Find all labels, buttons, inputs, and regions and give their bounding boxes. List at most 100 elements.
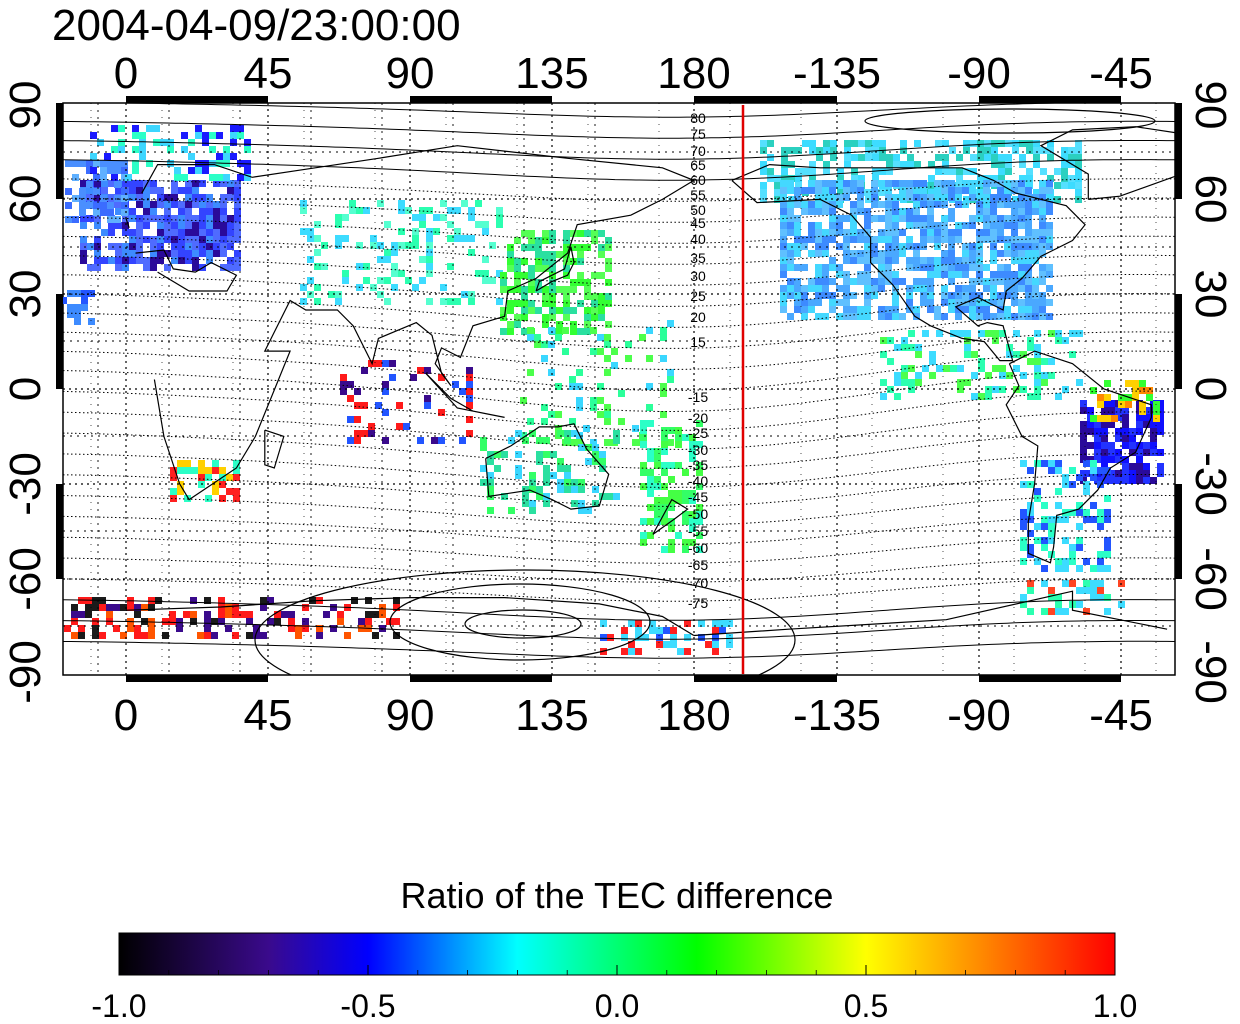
tec-ratio-cell [584,293,591,300]
tec-ratio-cell [209,146,216,153]
tec-ratio-cell [1094,456,1101,463]
tec-ratio-cell [611,362,618,369]
tec-ratio-cell [604,334,611,341]
tec-ratio-cell [363,277,370,284]
tec-ratio-cell [864,271,871,278]
tec-ratio-cell [340,374,347,381]
tec-ratio-cell [535,251,542,258]
tec-ratio-cell [1025,215,1032,222]
tec-ratio-cell [815,292,822,299]
tec-ratio-cell [1083,509,1090,516]
tec-ratio-cell [129,236,136,243]
y-tick-label: 30 [1186,270,1235,319]
tec-ratio-cell [990,222,997,229]
tec-ratio-cell [125,174,132,181]
tec-ratio-cell [1032,208,1039,215]
tec-ratio-cell [225,625,232,632]
tec-ratio-cell [942,154,949,161]
tec-ratio-cell [850,278,857,285]
tec-ratio-cell [1054,196,1061,203]
tec-ratio-cell [598,272,605,279]
tec-ratio-cell [192,222,199,229]
tec-ratio-cell [794,194,801,201]
tec-ratio-cell [143,264,150,271]
tec-ratio-cell [1041,523,1048,530]
tec-ratio-cell [1157,463,1164,470]
tec-ratio-cell [219,495,226,502]
tec-ratio-cell [1018,299,1025,306]
tec-ratio-cell [148,597,155,604]
tec-ratio-cell [528,307,535,314]
tec-ratio-cell [569,376,576,383]
tec-ratio-cell [850,292,857,299]
tec-ratio-cell [984,140,991,147]
tec-ratio-cell [1048,530,1055,537]
tec-ratio-cell [185,250,192,257]
tec-ratio-cell [150,264,157,271]
tec-ratio-cell [535,307,542,314]
tec-ratio-cell [1061,154,1068,161]
tec-ratio-cell [822,208,829,215]
tec-ratio-cell [872,140,879,147]
tec-ratio-cell [584,230,591,237]
tec-ratio-cell [157,229,164,236]
tec-ratio-cell [121,167,128,174]
tec-ratio-cell [899,187,906,194]
tec-ratio-cell [976,271,983,278]
tec-ratio-cell [1062,565,1069,572]
tec-ratio-cell [468,214,475,221]
coastline [425,372,505,418]
tec-ratio-cell [969,306,976,313]
tec-ratio-cell [997,194,1004,201]
tec-ratio-cell [1083,580,1090,587]
tec-ratio-cell [682,469,689,476]
tec-ratio-cell [1157,428,1164,435]
tec-ratio-cell [941,257,948,264]
coastline [652,498,689,535]
tec-ratio-cell [1032,292,1039,299]
tec-ratio-cell [555,334,562,341]
tec-ratio-cell [372,632,379,639]
tec-ratio-cell [557,465,564,472]
tec-ratio-cell [139,153,146,160]
tec-ratio-cell [983,313,990,320]
tec-ratio-cell [1150,477,1157,484]
tec-ratio-cell [330,625,337,632]
x-tick-label: 90 [386,49,435,98]
tec-ratio-cell [628,620,635,627]
tec-ratio-cell [836,271,843,278]
tec-ratio-cell [521,314,528,321]
tec-ratio-cell [661,504,668,511]
tec-ratio-cell [992,365,999,372]
tec-ratio-cell [682,497,689,504]
tec-ratio-cell [955,187,962,194]
tec-ratio-cell [100,209,107,216]
tec-ratio-cell [830,140,837,147]
tec-ratio-cell [1061,168,1068,175]
tec-ratio-cell [223,146,230,153]
tec-ratio-cell [990,250,997,257]
tec-ratio-cell [461,200,468,207]
tec-ratio-cell [81,290,88,297]
tec-ratio-cell [206,194,213,201]
tec-ratio-cell [1034,495,1041,502]
tec-ratio-cell [1004,215,1011,222]
tec-ratio-cell [663,641,670,648]
axis-bar-bottom [979,675,1121,682]
tec-ratio-cell [1018,180,1025,187]
tec-ratio-cell [906,292,913,299]
contour-label: -75 [688,595,708,611]
tec-ratio-cell [1011,201,1018,208]
tec-ratio-cell [1136,477,1143,484]
tec-ratio-cell [459,437,466,444]
axis-bar-right [1175,103,1182,199]
tec-ratio-cell [185,208,192,215]
tec-ratio-cell [1027,467,1034,474]
tec-ratio-cell [864,243,871,250]
tec-ratio-cell [335,242,342,249]
tec-ratio-cell [815,299,822,306]
tec-ratio-cell [1104,544,1111,551]
tec-ratio-cell [543,500,550,507]
tec-ratio-cell [1061,147,1068,154]
